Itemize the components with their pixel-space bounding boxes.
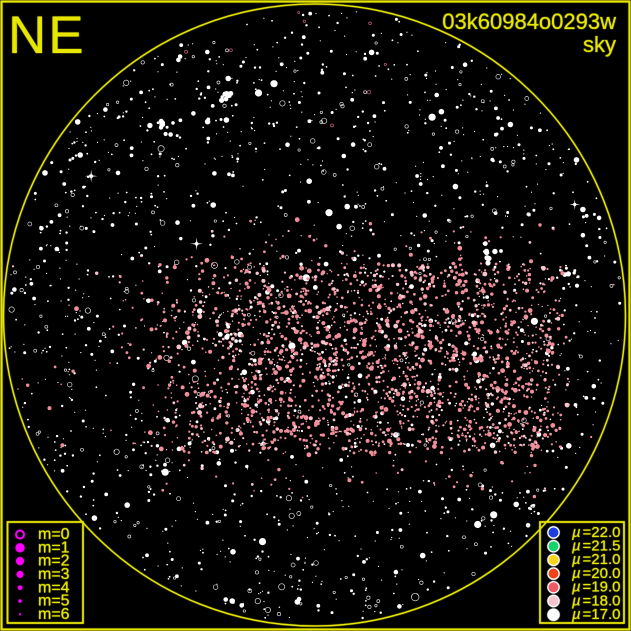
svg-text:=17.0: =17.0 [583,606,621,623]
svg-text:03k60984o0293w: 03k60984o0293w [442,9,616,34]
svg-text:NE: NE [8,6,86,65]
svg-text:sky: sky [583,32,616,57]
svg-text:m=6: m=6 [38,606,70,623]
svg-text:µ: µ [572,606,581,623]
